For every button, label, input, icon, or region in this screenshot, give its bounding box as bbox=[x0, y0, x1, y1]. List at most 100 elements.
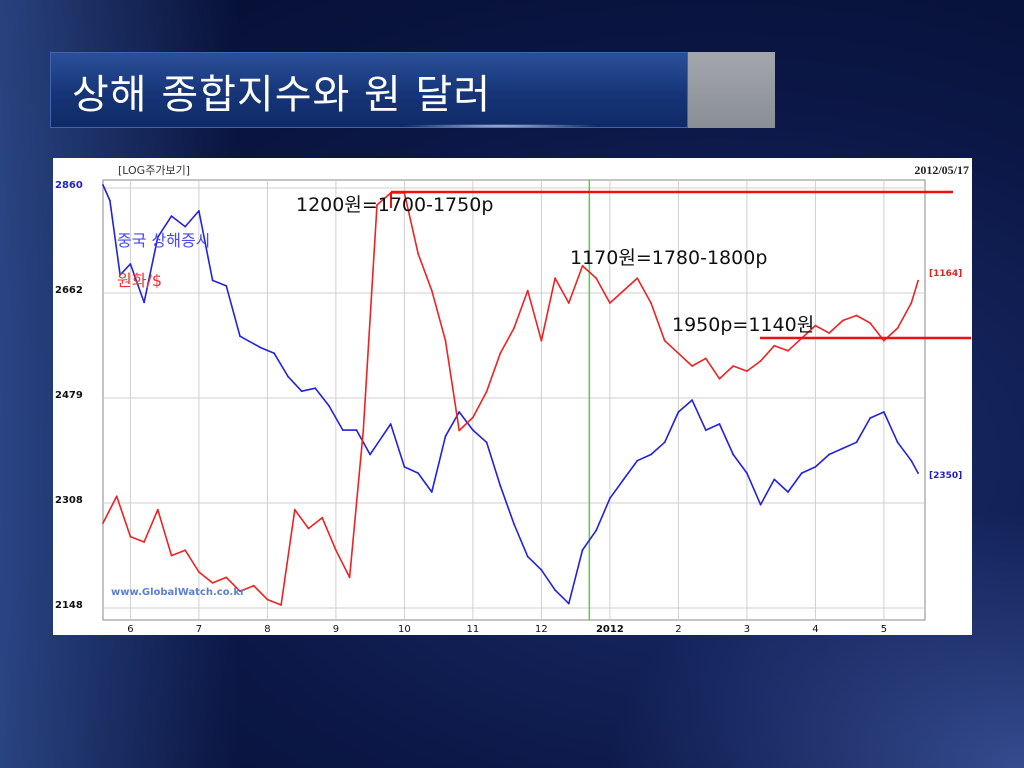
series-shanghai-point bbox=[718, 423, 721, 425]
y-tick-label: 2479 bbox=[55, 390, 83, 401]
x-tick-label: 11 bbox=[467, 624, 480, 635]
series-shanghai-point bbox=[883, 411, 885, 413]
series-won-point bbox=[335, 549, 337, 552]
series-shanghai-point bbox=[430, 491, 433, 493]
annotation-1950p: 1950p=1140원 bbox=[672, 314, 814, 336]
series-won-point bbox=[567, 302, 570, 304]
series-won-point bbox=[828, 332, 830, 334]
series-won-point bbox=[732, 365, 735, 367]
series-shanghai-point bbox=[773, 478, 776, 481]
y-tick-label: 2662 bbox=[55, 285, 83, 296]
series-shanghai-point bbox=[732, 453, 735, 456]
series-shanghai-point bbox=[554, 589, 556, 591]
series-shanghai-point bbox=[540, 569, 543, 571]
slide-title: 상해 종합지수와 원 달러 bbox=[72, 72, 492, 118]
series-won-point bbox=[293, 508, 296, 511]
series-won-point bbox=[444, 339, 447, 342]
series-shanghai-point bbox=[314, 387, 317, 390]
series-won-point bbox=[787, 349, 789, 352]
series-shanghai-point bbox=[109, 199, 111, 202]
series-shanghai-point bbox=[595, 529, 598, 532]
series-shanghai-point bbox=[444, 435, 447, 438]
series-shanghai-point bbox=[341, 429, 344, 431]
series-won-point bbox=[869, 322, 872, 324]
series-shanghai-point bbox=[211, 279, 214, 282]
series-shanghai bbox=[102, 184, 919, 605]
series-shanghai-point bbox=[355, 429, 358, 431]
x-tick-label: 4 bbox=[812, 624, 818, 635]
annotation-1200: 1200원=1700-1750p bbox=[296, 194, 493, 216]
series-shanghai-point bbox=[300, 390, 303, 393]
series-won-point bbox=[896, 327, 899, 329]
series-won-point bbox=[143, 541, 145, 543]
title-underline-glow bbox=[400, 124, 600, 128]
series-won-point bbox=[581, 265, 584, 267]
series-won-point bbox=[499, 352, 502, 355]
series-shanghai-point bbox=[239, 335, 241, 338]
series-shanghai-point bbox=[704, 429, 707, 431]
series-shanghai-point bbox=[567, 602, 570, 605]
series-shanghai-point bbox=[855, 441, 858, 444]
series-won-point bbox=[170, 554, 173, 557]
series-shanghai-point bbox=[403, 466, 406, 468]
series-shanghai-point bbox=[746, 472, 748, 474]
series-shanghai-point bbox=[609, 497, 611, 500]
x-tick-label: 3 bbox=[744, 624, 750, 635]
series-shanghai-point bbox=[485, 441, 488, 444]
series-shanghai-point bbox=[417, 472, 419, 474]
series-won-point bbox=[430, 289, 433, 292]
series-shanghai-point bbox=[636, 459, 639, 462]
series-won-point bbox=[609, 302, 611, 304]
series-won-point bbox=[691, 365, 693, 367]
series-shanghai-point bbox=[691, 399, 693, 401]
series-shanghai-point bbox=[869, 417, 872, 419]
series-won bbox=[102, 192, 919, 606]
series-shanghai-point bbox=[287, 375, 289, 378]
series-won-point bbox=[348, 576, 351, 579]
series-won-point bbox=[917, 279, 919, 282]
series-shanghai-point bbox=[828, 453, 830, 456]
series-shanghai-point bbox=[526, 555, 529, 558]
series-won-point bbox=[513, 327, 515, 329]
series-shanghai-point bbox=[170, 215, 173, 217]
series-shanghai-point bbox=[800, 472, 803, 474]
series-shanghai-point bbox=[119, 274, 121, 276]
x-tick-label: 12 bbox=[535, 624, 548, 635]
x-tick-label: 8 bbox=[264, 624, 270, 635]
series-won-point bbox=[458, 429, 461, 432]
series-shanghai-point bbox=[389, 423, 392, 425]
series-won-point bbox=[239, 590, 241, 593]
series-won-point bbox=[129, 535, 132, 538]
series-shanghai-point bbox=[102, 184, 104, 186]
series-shanghai-point bbox=[184, 225, 187, 228]
series-won-point bbox=[663, 339, 666, 342]
series-won-point bbox=[677, 352, 680, 355]
series-won-point bbox=[855, 314, 858, 317]
annotation-1170: 1170원=1780-1800p bbox=[570, 247, 767, 269]
watermark: www.GlobalWatch.co.kr bbox=[111, 587, 245, 598]
x-tick-label: 10 bbox=[398, 624, 411, 635]
series-shanghai-point bbox=[198, 210, 200, 212]
series-won-point bbox=[595, 277, 598, 280]
series-won-point bbox=[376, 204, 378, 206]
y-tick-label: 2308 bbox=[55, 495, 83, 506]
chart-header-left: [LOG주가보기] bbox=[118, 164, 190, 177]
y-tick-label: 2148 bbox=[55, 600, 83, 611]
series-shanghai-point bbox=[156, 236, 159, 239]
series-shanghai-point bbox=[663, 441, 666, 444]
series-won-point bbox=[910, 302, 913, 304]
series-won-point bbox=[650, 302, 652, 304]
series-shanghai-point bbox=[458, 411, 461, 413]
series-shanghai-point bbox=[814, 466, 817, 468]
chart-panel: 2860 2662 2479 2308 2148 6 7 8 9 10 11 12 2012 2 3 4 5 … bbox=[53, 158, 972, 635]
x-tick-label: 5 bbox=[881, 624, 887, 635]
series-won-point bbox=[540, 339, 543, 342]
legend-won: 원화/$ bbox=[117, 271, 162, 290]
series-shanghai-point bbox=[787, 491, 789, 493]
series-won-point bbox=[266, 598, 269, 601]
x-tick-label: 9 bbox=[333, 624, 339, 635]
series-won-point bbox=[814, 324, 817, 327]
series-won-point bbox=[773, 344, 776, 347]
series-won-point bbox=[554, 277, 556, 280]
